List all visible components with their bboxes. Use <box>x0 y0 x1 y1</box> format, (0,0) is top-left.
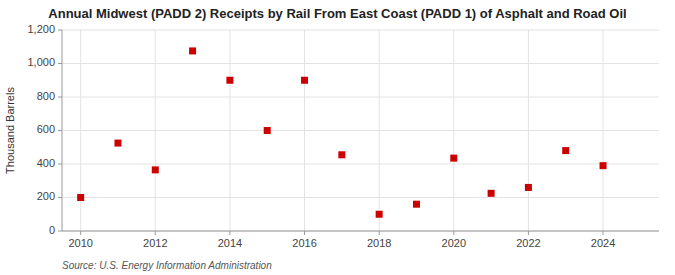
point <box>562 147 569 154</box>
y-grid-line <box>62 30 659 31</box>
y-tick <box>58 231 62 232</box>
y-grid-line <box>62 231 659 232</box>
y-tick-label: 1,000 <box>27 56 55 68</box>
point <box>77 194 84 201</box>
chart: 0 200 400 600 800 1,000 1,200 2010 2012 2014 2016 2… <box>0 0 675 275</box>
x-grid-line <box>453 30 454 231</box>
y-tick <box>58 63 62 64</box>
point <box>152 166 159 173</box>
y-tick <box>58 30 62 31</box>
x-tick <box>229 231 230 235</box>
y-tick-label: 200 <box>37 190 55 202</box>
source: Source: U.S. Energy Information Administ… <box>62 260 272 271</box>
point <box>376 211 383 218</box>
y-tick-label: 1,200 <box>27 23 55 35</box>
x-tick <box>603 231 604 235</box>
x-tick <box>80 231 81 235</box>
point <box>114 140 121 147</box>
point <box>189 47 196 54</box>
x-tick-label: 2020 <box>442 237 466 249</box>
x-tick-label: 2022 <box>516 237 540 249</box>
x-tick <box>155 231 156 235</box>
x-tick-label: 2014 <box>218 237 242 249</box>
point <box>600 162 607 169</box>
x-grid-line <box>603 30 604 231</box>
x-grid-line <box>528 30 529 231</box>
y-tick-label: 800 <box>37 90 55 102</box>
point <box>338 151 345 158</box>
y-tick-label: 600 <box>37 123 55 135</box>
point <box>450 155 457 162</box>
y-grid-line <box>62 63 659 64</box>
x-tick-label: 2012 <box>143 237 167 249</box>
x-grid-line <box>379 30 380 231</box>
x-tick-label: 2018 <box>367 237 391 249</box>
point <box>525 184 532 191</box>
x-grid-line <box>155 30 156 231</box>
x-axis-line <box>62 231 659 232</box>
y-tick <box>58 130 62 131</box>
point <box>488 190 495 197</box>
y-grid-line <box>62 130 659 131</box>
x-tick <box>528 231 529 235</box>
y-grid-line <box>62 97 659 98</box>
y-tick <box>58 97 62 98</box>
chart-container: 0 200 400 600 800 1,000 1,200 2010 2012 2014 2016 2… <box>0 0 675 275</box>
axes: 0 200 400 600 800 1,000 1,200 2010 2012 2014 2016 2… <box>27 23 659 249</box>
y-tick-label: 0 <box>49 224 55 236</box>
y-axis-line <box>62 30 63 231</box>
points <box>77 47 606 217</box>
x-tick-label: 2010 <box>68 237 92 249</box>
x-tick-label: 2016 <box>292 237 316 249</box>
background <box>0 0 675 275</box>
point <box>301 77 308 84</box>
y-tick-label: 400 <box>37 157 55 169</box>
x-tick <box>453 231 454 235</box>
y-tick <box>58 197 62 198</box>
point <box>413 201 420 208</box>
x-tick-label: 2024 <box>591 237 615 249</box>
title: Annual Midwest (PADD 2) Receipts by Rail… <box>48 6 626 21</box>
point <box>264 127 271 134</box>
y-tick <box>58 164 62 165</box>
point <box>226 77 233 84</box>
x-tick <box>379 231 380 235</box>
y-axis-label: Thousand Barrels <box>4 87 16 174</box>
grid <box>62 30 659 231</box>
x-tick <box>304 231 305 235</box>
y-grid-line <box>62 197 659 198</box>
x-grid-line <box>229 30 230 231</box>
x-grid-line <box>304 30 305 231</box>
y-grid-line <box>62 164 659 165</box>
